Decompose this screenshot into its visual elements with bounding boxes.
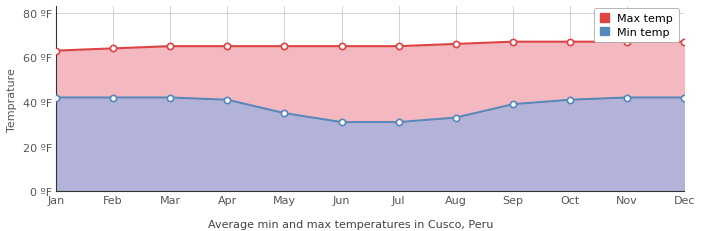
Y-axis label: Temprature: Temprature <box>7 67 17 131</box>
Text: Average min and max temperatures in Cusco, Peru: Average min and max temperatures in Cusc… <box>208 219 494 229</box>
Legend: Max temp, Min temp: Max temp, Min temp <box>594 9 679 43</box>
